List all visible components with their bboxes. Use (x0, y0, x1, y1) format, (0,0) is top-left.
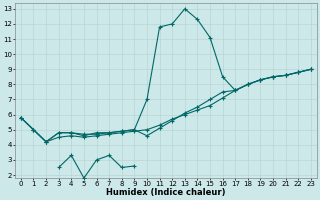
X-axis label: Humidex (Indice chaleur): Humidex (Indice chaleur) (106, 188, 226, 197)
